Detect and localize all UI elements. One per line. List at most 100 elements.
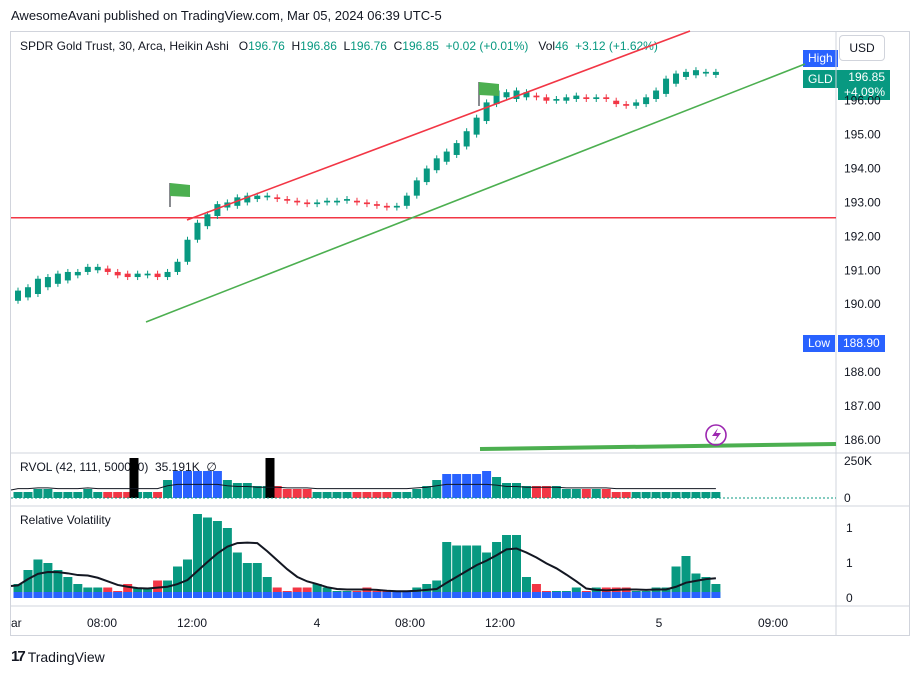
candle-body (194, 222, 201, 240)
time-tick-label: 09:00 (758, 616, 788, 630)
volatility-base-bar (332, 592, 342, 598)
volatility-bar (422, 584, 432, 598)
volatility-base-bar (432, 592, 442, 598)
candle-body (214, 204, 221, 216)
currency-button[interactable]: USD (839, 35, 885, 61)
rvol-bar (711, 492, 721, 498)
candle-body (423, 168, 430, 183)
flag-icon (479, 82, 499, 96)
rvol-bar (472, 474, 482, 498)
volatility-base-bar (83, 592, 93, 598)
candle-body (553, 99, 560, 101)
rvol-bar (392, 492, 402, 498)
volatility-bar (252, 563, 262, 598)
price-tick-label: 191.00 (844, 263, 881, 277)
volatility-base-bar (232, 592, 242, 598)
rvol-bar (611, 492, 621, 498)
volatility-base-bar (681, 592, 691, 598)
candle-body (15, 290, 21, 301)
volatility-base-bar (73, 592, 83, 598)
lightning-icon (705, 424, 727, 446)
rvol-bar (282, 489, 292, 498)
rvol-bar (33, 489, 43, 498)
rvol-bar (621, 492, 631, 498)
volatility-bar (123, 584, 133, 598)
volume-change: +3.12 (+1.62%) (575, 39, 658, 53)
rvol-bar (143, 492, 153, 498)
candle-body (702, 71, 709, 74)
volatility-bar (232, 552, 242, 598)
candle-body (373, 204, 380, 206)
volatility-base-bar (611, 592, 621, 598)
volatility-base-bar (302, 592, 312, 598)
rvol-bar (631, 492, 641, 498)
tradingview-footer: 17 TradingView (11, 648, 105, 665)
volume-value: 46 (555, 39, 569, 53)
volatility-bar (13, 584, 23, 598)
low-value: 196.76 (350, 39, 387, 53)
time-tick-label: 08:00 (395, 616, 425, 630)
rvol-bar (163, 480, 173, 498)
volatility-bar (482, 552, 492, 598)
volatility-base-bar (93, 592, 103, 598)
rvol-bar (561, 489, 571, 498)
volatility-base-bar (621, 592, 631, 598)
bottom-trendline (479, 442, 837, 451)
rvol-bar (661, 492, 671, 498)
candle-body (463, 131, 470, 147)
volatility-base-bar (422, 592, 432, 598)
candle-body (563, 97, 570, 101)
candle-body (643, 97, 650, 105)
candle-body (164, 271, 171, 278)
volatility-bar (502, 535, 512, 598)
candle-body (513, 90, 520, 99)
candle-body (473, 117, 480, 135)
rvol-bar (581, 489, 591, 498)
volatility-base-bar (222, 592, 232, 598)
rvol-bar (83, 489, 93, 498)
candle-body (453, 143, 460, 155)
rvol-bar (492, 477, 502, 498)
rvol-bar (452, 474, 462, 498)
price-tick-label: 196.00 (844, 94, 881, 108)
volatility-base-bar (531, 592, 541, 598)
rvol-spike-bar (129, 458, 139, 498)
rvol-bar (412, 489, 422, 498)
rvol-bar (242, 483, 252, 498)
rvol-bar (681, 492, 691, 498)
candle-body (314, 202, 321, 205)
candle-body (344, 199, 351, 201)
rvol-bar (103, 492, 113, 498)
high-label: H (291, 39, 301, 53)
volatility-base-bar (651, 592, 661, 598)
ohlc-legend: SPDR Gold Trust, 30, Arca, Heikin Ashi O… (20, 39, 658, 53)
volatility-base-bar (392, 592, 402, 598)
chart-frame[interactable] (10, 31, 910, 636)
candle-body (204, 214, 211, 227)
volatility-average-line (10, 541, 716, 593)
volatility-bar (202, 517, 212, 598)
candle-body (134, 273, 141, 278)
candle-body (413, 180, 420, 196)
candle-body (533, 95, 540, 98)
candle-body (692, 70, 699, 76)
candle-body (682, 71, 689, 77)
rvol-bar (651, 492, 661, 498)
volatility-bar (492, 542, 502, 598)
volatility-bar (173, 566, 183, 598)
volatility-tick-label: 1 (846, 521, 853, 535)
volatility-base-bar (53, 592, 63, 598)
volatility-base-bar (242, 592, 252, 598)
time-tick-label: 12:00 (177, 616, 207, 630)
lightning-bolt (712, 428, 721, 442)
rvol-bar (222, 480, 232, 498)
candle-body (184, 239, 191, 262)
rvol-bar (312, 492, 322, 498)
candle-body (353, 200, 360, 203)
rvol-bar (93, 492, 103, 498)
close-value: 196.85 (402, 39, 439, 53)
candle-body (124, 273, 131, 278)
candle-body (663, 78, 670, 94)
volatility-base-bar (691, 592, 701, 598)
